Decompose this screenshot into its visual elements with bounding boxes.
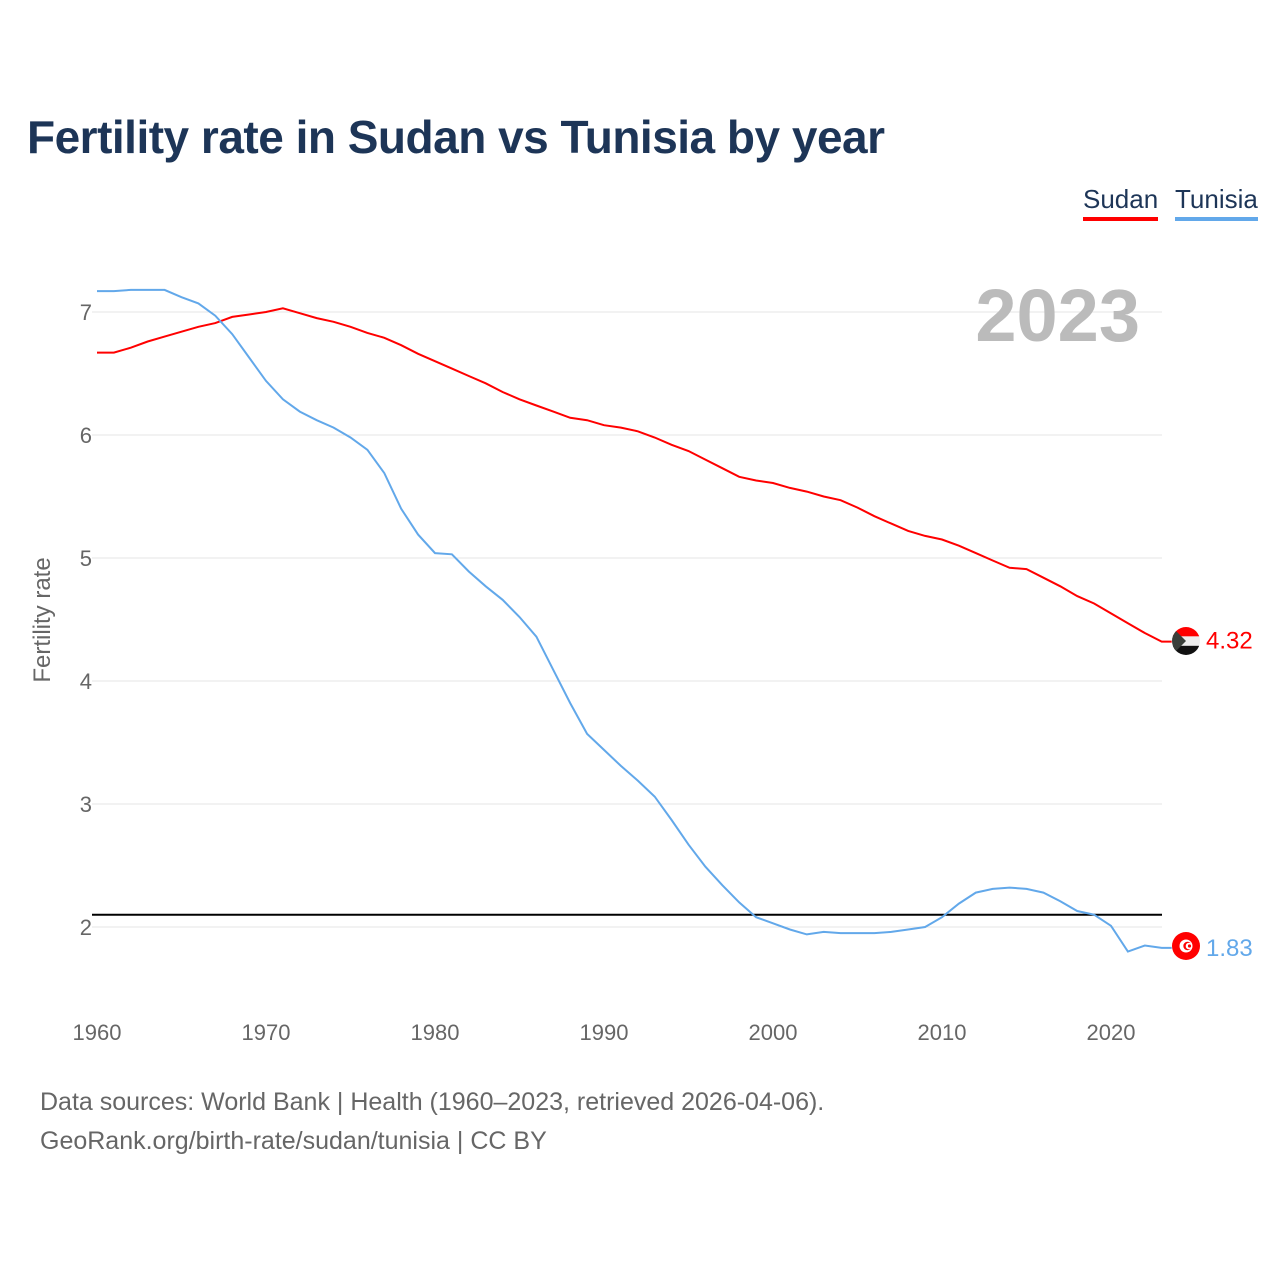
x-tick-label: 1990 — [580, 1020, 629, 1045]
footer-source: Data sources: World Bank | Health (1960–… — [40, 1088, 825, 1116]
year-label: 2023 — [975, 274, 1140, 357]
y-axis-label: Fertility rate — [29, 557, 56, 682]
y-tick-label: 4 — [80, 669, 92, 694]
legend-tunisia[interactable]: Tunisia — [1175, 184, 1258, 221]
x-tick-label: 1980 — [411, 1020, 460, 1045]
y-tick-label: 5 — [80, 546, 92, 571]
series-line-sudan — [97, 307, 1172, 643]
y-tick-label: 7 — [80, 300, 92, 325]
y-tick-label: 2 — [80, 915, 92, 940]
chart-title: Fertility rate in Sudan vs Tunisia by ye… — [27, 111, 885, 163]
x-tick-label: 1970 — [242, 1020, 291, 1045]
legend-sudan[interactable]: Sudan — [1083, 184, 1159, 221]
y-tick-label: 6 — [80, 423, 92, 448]
x-tick-label: 2010 — [918, 1020, 967, 1045]
x-tick-label: 1960 — [73, 1020, 122, 1045]
series-line-tunisia — [97, 288, 1172, 953]
end-value-label-tunisia: 1.83 — [1206, 935, 1253, 962]
end-value-label-sudan: 4.32 — [1206, 628, 1253, 655]
x-tick-label: 2020 — [1087, 1020, 1136, 1045]
sudan-flag-icon — [1172, 627, 1200, 655]
tunisia-flag-icon — [1172, 932, 1200, 960]
y-tick-label: 3 — [80, 792, 92, 817]
footer-link[interactable]: GeoRank.org/birth-rate/sudan/tunisia | C… — [40, 1127, 547, 1155]
x-tick-label: 2000 — [749, 1020, 798, 1045]
